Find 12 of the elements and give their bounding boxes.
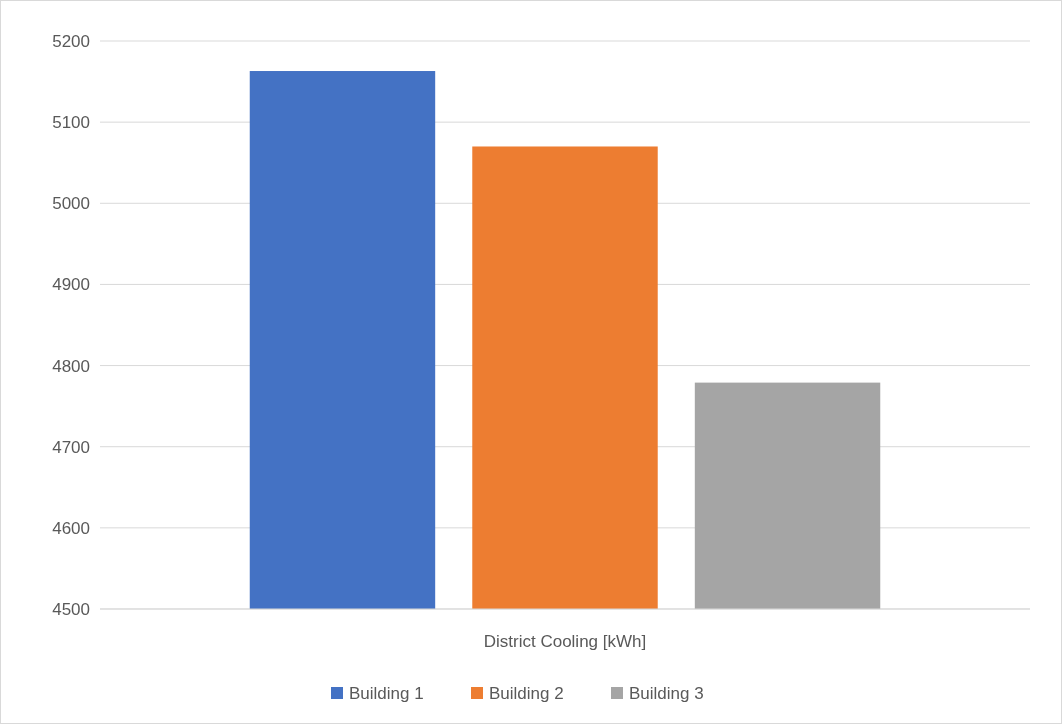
legend-label: Building 1 (349, 683, 424, 703)
x-tick-label: District Cooling [kWh] (483, 632, 647, 651)
legend-label: Building 3 (629, 683, 704, 703)
y-tick-label: 5100 (52, 113, 90, 133)
legend-label: Building 2 (489, 683, 564, 703)
y-tick-label: 4500 (52, 599, 90, 619)
y-tick-label: 5200 (52, 31, 90, 51)
y-tick-label: 5000 (52, 194, 90, 214)
y-tick-label: 4900 (52, 275, 90, 295)
y-tick-label: 4600 (52, 518, 90, 538)
y-tick-label: 4700 (52, 437, 90, 457)
y-tick-label: 4800 (52, 356, 90, 376)
